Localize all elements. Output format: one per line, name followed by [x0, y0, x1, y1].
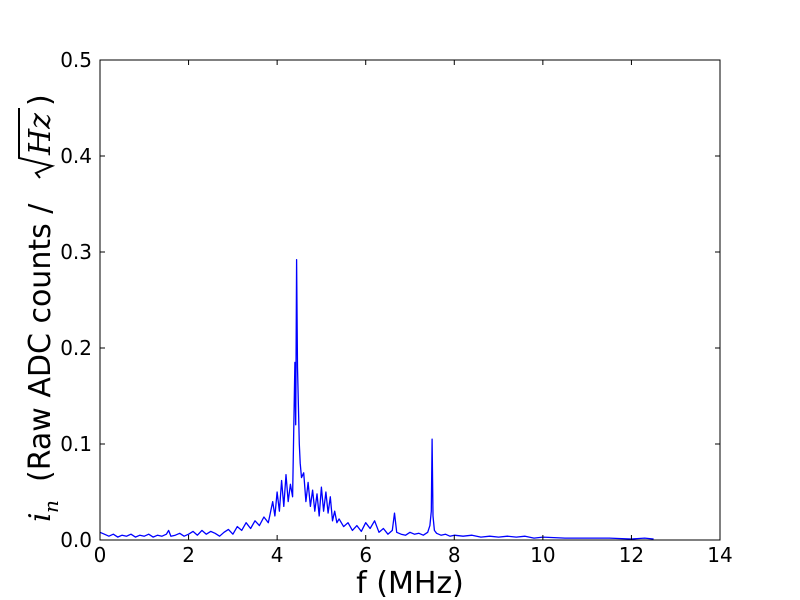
tick-label-layer: 0 2 4 6 8 10 12 14 0.0 0.1 0.2 0.3 0.4 0.5	[60, 48, 733, 567]
y-axis-title-subscript: n	[39, 500, 63, 513]
y-tick-label: 0.4	[60, 144, 92, 168]
y-tick-label: 0.0	[60, 528, 92, 552]
y-axis-title: i n (Raw ADC counts / Hz )	[18, 94, 63, 522]
tick-layer	[99, 59, 721, 541]
y-tick-label: 0.5	[60, 48, 92, 72]
series-line-0	[99, 259, 654, 540]
series-layer	[99, 259, 654, 540]
y-axis-title-close: )	[23, 94, 58, 106]
x-tick-label: 8	[448, 543, 461, 567]
x-tick-label: 2	[182, 543, 195, 567]
y-axis-title-radicand: Hz	[23, 113, 58, 156]
x-tick-label: 6	[359, 543, 372, 567]
x-tick-label: 0	[94, 543, 107, 567]
x-tick-label: 4	[271, 543, 284, 567]
y-tick-label: 0.1	[60, 432, 92, 456]
x-tick-label: 12	[619, 543, 644, 567]
x-tick-label: 14	[707, 543, 732, 567]
y-tick-label: 0.3	[60, 240, 92, 264]
y-axis-title-symbol: i	[23, 512, 58, 522]
x-axis-title: f (MHz)	[356, 566, 464, 600]
y-axis-title-text: (Raw ADC counts /	[23, 203, 58, 482]
x-tick-label: 10	[530, 543, 555, 567]
y-tick-label: 0.2	[60, 336, 92, 360]
plot-frame	[99, 59, 721, 541]
y-axis-title-radical	[18, 108, 56, 179]
